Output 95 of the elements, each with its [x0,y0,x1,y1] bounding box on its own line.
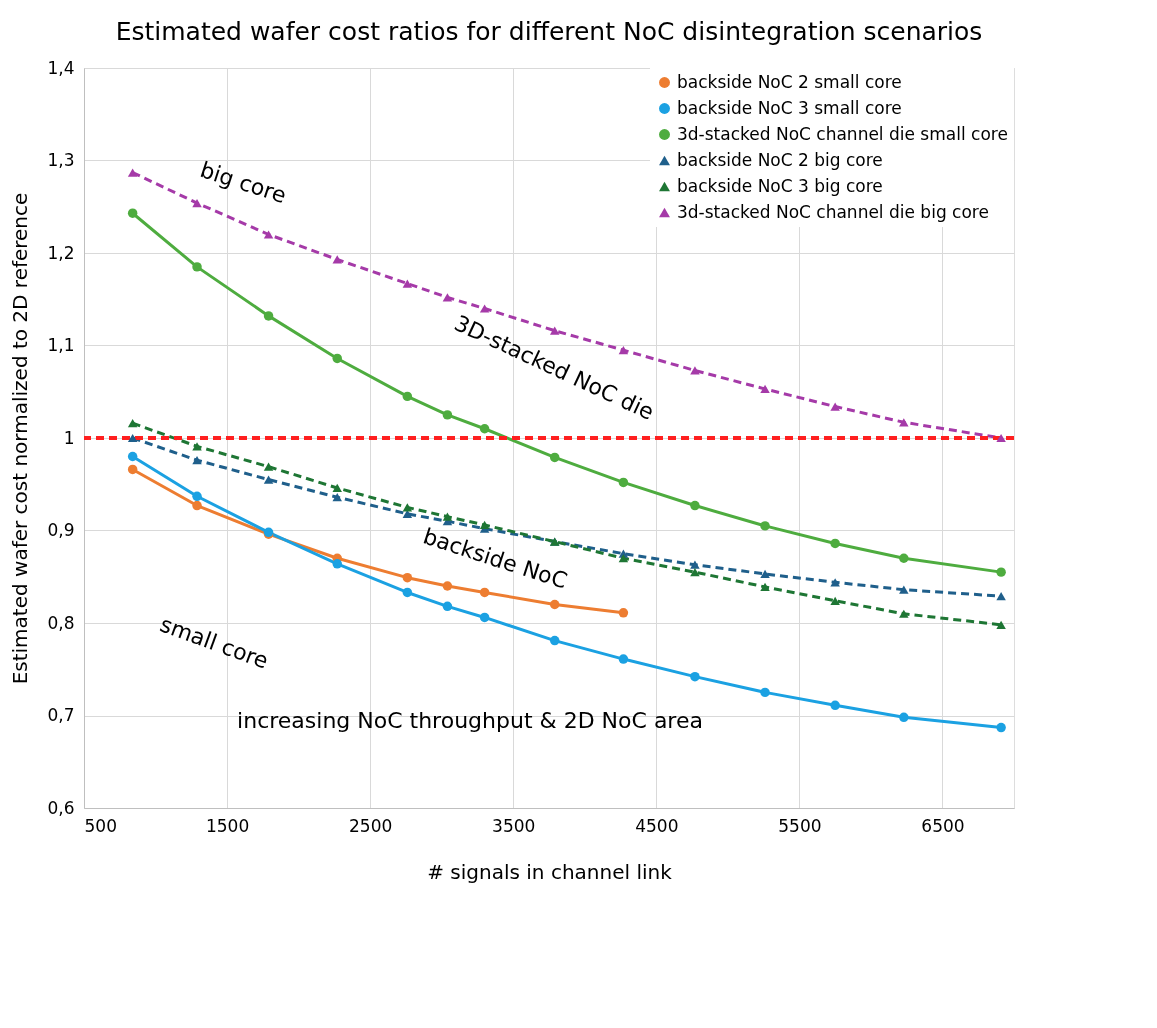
point [332,559,342,569]
point [192,456,202,465]
y-tick-label: 1 [63,427,75,448]
point [618,608,629,618]
x-axis-title: # signals in channel link [427,859,673,884]
point [830,538,840,549]
point [192,262,202,272]
point [690,568,700,577]
point [402,572,413,583]
point [192,500,202,511]
point [192,491,202,502]
legend-label: backside NoC 2 big core [677,149,883,170]
point [899,585,909,594]
legend-label: backside NoC 3 small core [677,97,902,118]
y-tick-label: 0,8 [47,612,75,633]
point [996,722,1006,733]
point [899,609,909,618]
legend-label: backside NoC 2 small core [677,71,902,92]
point [830,578,840,587]
point [549,452,560,463]
point [618,477,629,488]
legend-label: 3d-stacked NoC channel die big core [677,201,989,222]
point [127,464,138,475]
point [263,475,274,484]
point [263,311,274,321]
point [690,366,700,375]
point [263,462,274,471]
point [618,346,629,355]
point [996,433,1006,443]
point [479,424,490,434]
point [830,596,840,605]
point [996,567,1006,577]
x-tick-label: 5500 [778,815,822,836]
annotation: big core [197,156,290,209]
point [549,599,560,610]
point [899,712,909,723]
point [332,255,342,264]
point [899,418,909,427]
x-tick-label: 6500 [921,815,965,836]
y-tick-label: 1,1 [47,335,75,355]
point [996,592,1006,601]
x-tick-label: 2500 [349,815,393,836]
y-axis-title: Estimated wafer cost normalized to 2D reference [8,192,33,685]
point [690,671,700,682]
point [332,493,342,502]
legend-label: 3d-stacked NoC channel die small core [677,123,1008,144]
y-tick-label: 0,7 [47,705,75,725]
point [442,293,453,302]
point [192,198,202,208]
point [830,402,840,411]
point [402,587,413,598]
point [618,654,629,664]
y-tick-label: 0,6 [47,797,75,818]
annotation: increasing NoC throughput & 2D NoC area [237,708,703,733]
point [760,521,770,531]
point [127,451,138,462]
point [332,483,342,493]
point [830,700,840,711]
point [479,612,490,623]
point [332,353,342,364]
annotation: small core [156,611,272,674]
point [442,581,453,591]
point [618,554,629,563]
y-tick-label: 1,2 [47,242,75,263]
point [442,601,453,612]
point [690,560,700,569]
y-tick-label: 0,9 [47,520,75,540]
x-tick-label: 3500 [492,815,536,836]
x-tick-label: 4500 [635,815,679,836]
chart-title: Estimated wafer cost ratios for different NoC disintegration scenarios [115,17,983,46]
point [690,500,700,511]
point [127,168,138,177]
point [402,391,413,402]
point [760,582,770,592]
point [442,512,453,521]
point [899,553,909,563]
point [549,635,560,646]
point [760,569,770,579]
point [127,208,138,218]
point [402,279,413,288]
point [263,230,274,239]
point [402,503,413,512]
point [127,433,138,443]
point [442,410,453,420]
point [479,587,490,598]
y-tick-label: 1,4 [47,57,75,78]
point [127,419,138,428]
point [479,304,490,313]
x-tick-label: 1500 [205,815,250,836]
point [996,620,1006,629]
x-tick-label: 500 [84,815,117,836]
y-tick-label: 1,3 [47,150,75,170]
point [760,384,770,394]
point [760,687,770,698]
legend-label: backside NoC 3 big core [677,175,883,196]
